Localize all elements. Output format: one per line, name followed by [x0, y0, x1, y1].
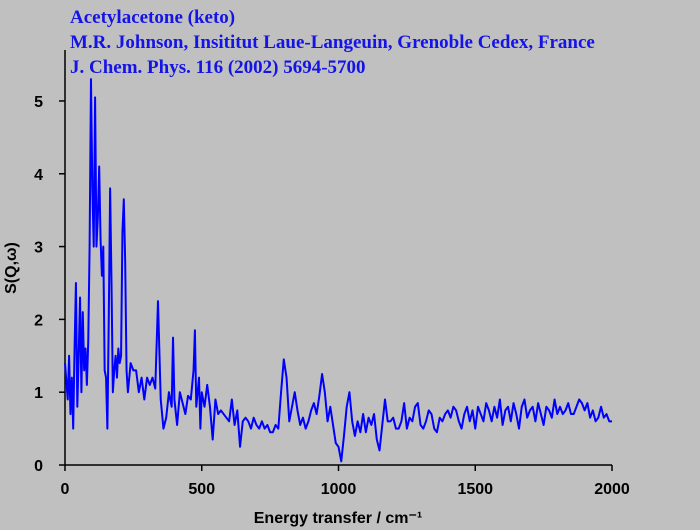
x-tick-label: 500	[188, 481, 215, 498]
y-tick-label: 4	[34, 167, 43, 184]
x-tick-label: 1000	[321, 481, 357, 498]
x-tick-label: 2000	[594, 481, 630, 498]
y-axis-label: S(Q,ω)	[3, 242, 20, 294]
x-axis-label: Energy transfer / cm⁻¹	[254, 510, 423, 527]
y-tick-label: 2	[34, 312, 43, 329]
x-tick-label: 1500	[457, 481, 493, 498]
chart-title: Acetylacetone (keto)	[70, 7, 235, 28]
data-line	[64, 78, 612, 463]
y-tick-label: 1	[34, 385, 43, 402]
chart-subtitle: M.R. Johnson, Insititut Laue-Langeuin, G…	[70, 32, 595, 53]
x-tick-label: 0	[61, 481, 70, 498]
y-tick-label: 3	[34, 240, 43, 257]
y-tick-label: 5	[34, 94, 43, 111]
chart-subtitle: J. Chem. Phys. 116 (2002) 5694-5700	[70, 57, 366, 78]
y-tick-label: 0	[34, 458, 43, 475]
